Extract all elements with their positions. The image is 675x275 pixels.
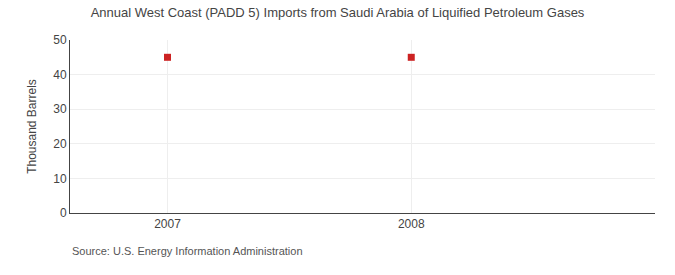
svg-text:Source: U.S. Energy Informatio: Source: U.S. Energy Information Administ… xyxy=(72,245,303,257)
svg-text:0: 0 xyxy=(60,206,67,220)
svg-text:10: 10 xyxy=(53,172,67,186)
svg-text:40: 40 xyxy=(53,68,67,82)
svg-text:50: 50 xyxy=(53,33,67,47)
svg-text:2008: 2008 xyxy=(398,217,425,231)
svg-text:Thousand Barrels: Thousand Barrels xyxy=(25,79,39,174)
svg-text:Annual West Coast (PADD 5) Imp: Annual West Coast (PADD 5) Imports from … xyxy=(91,5,585,20)
svg-text:30: 30 xyxy=(53,102,67,116)
svg-text:20: 20 xyxy=(53,137,67,151)
svg-text:2007: 2007 xyxy=(154,217,181,231)
